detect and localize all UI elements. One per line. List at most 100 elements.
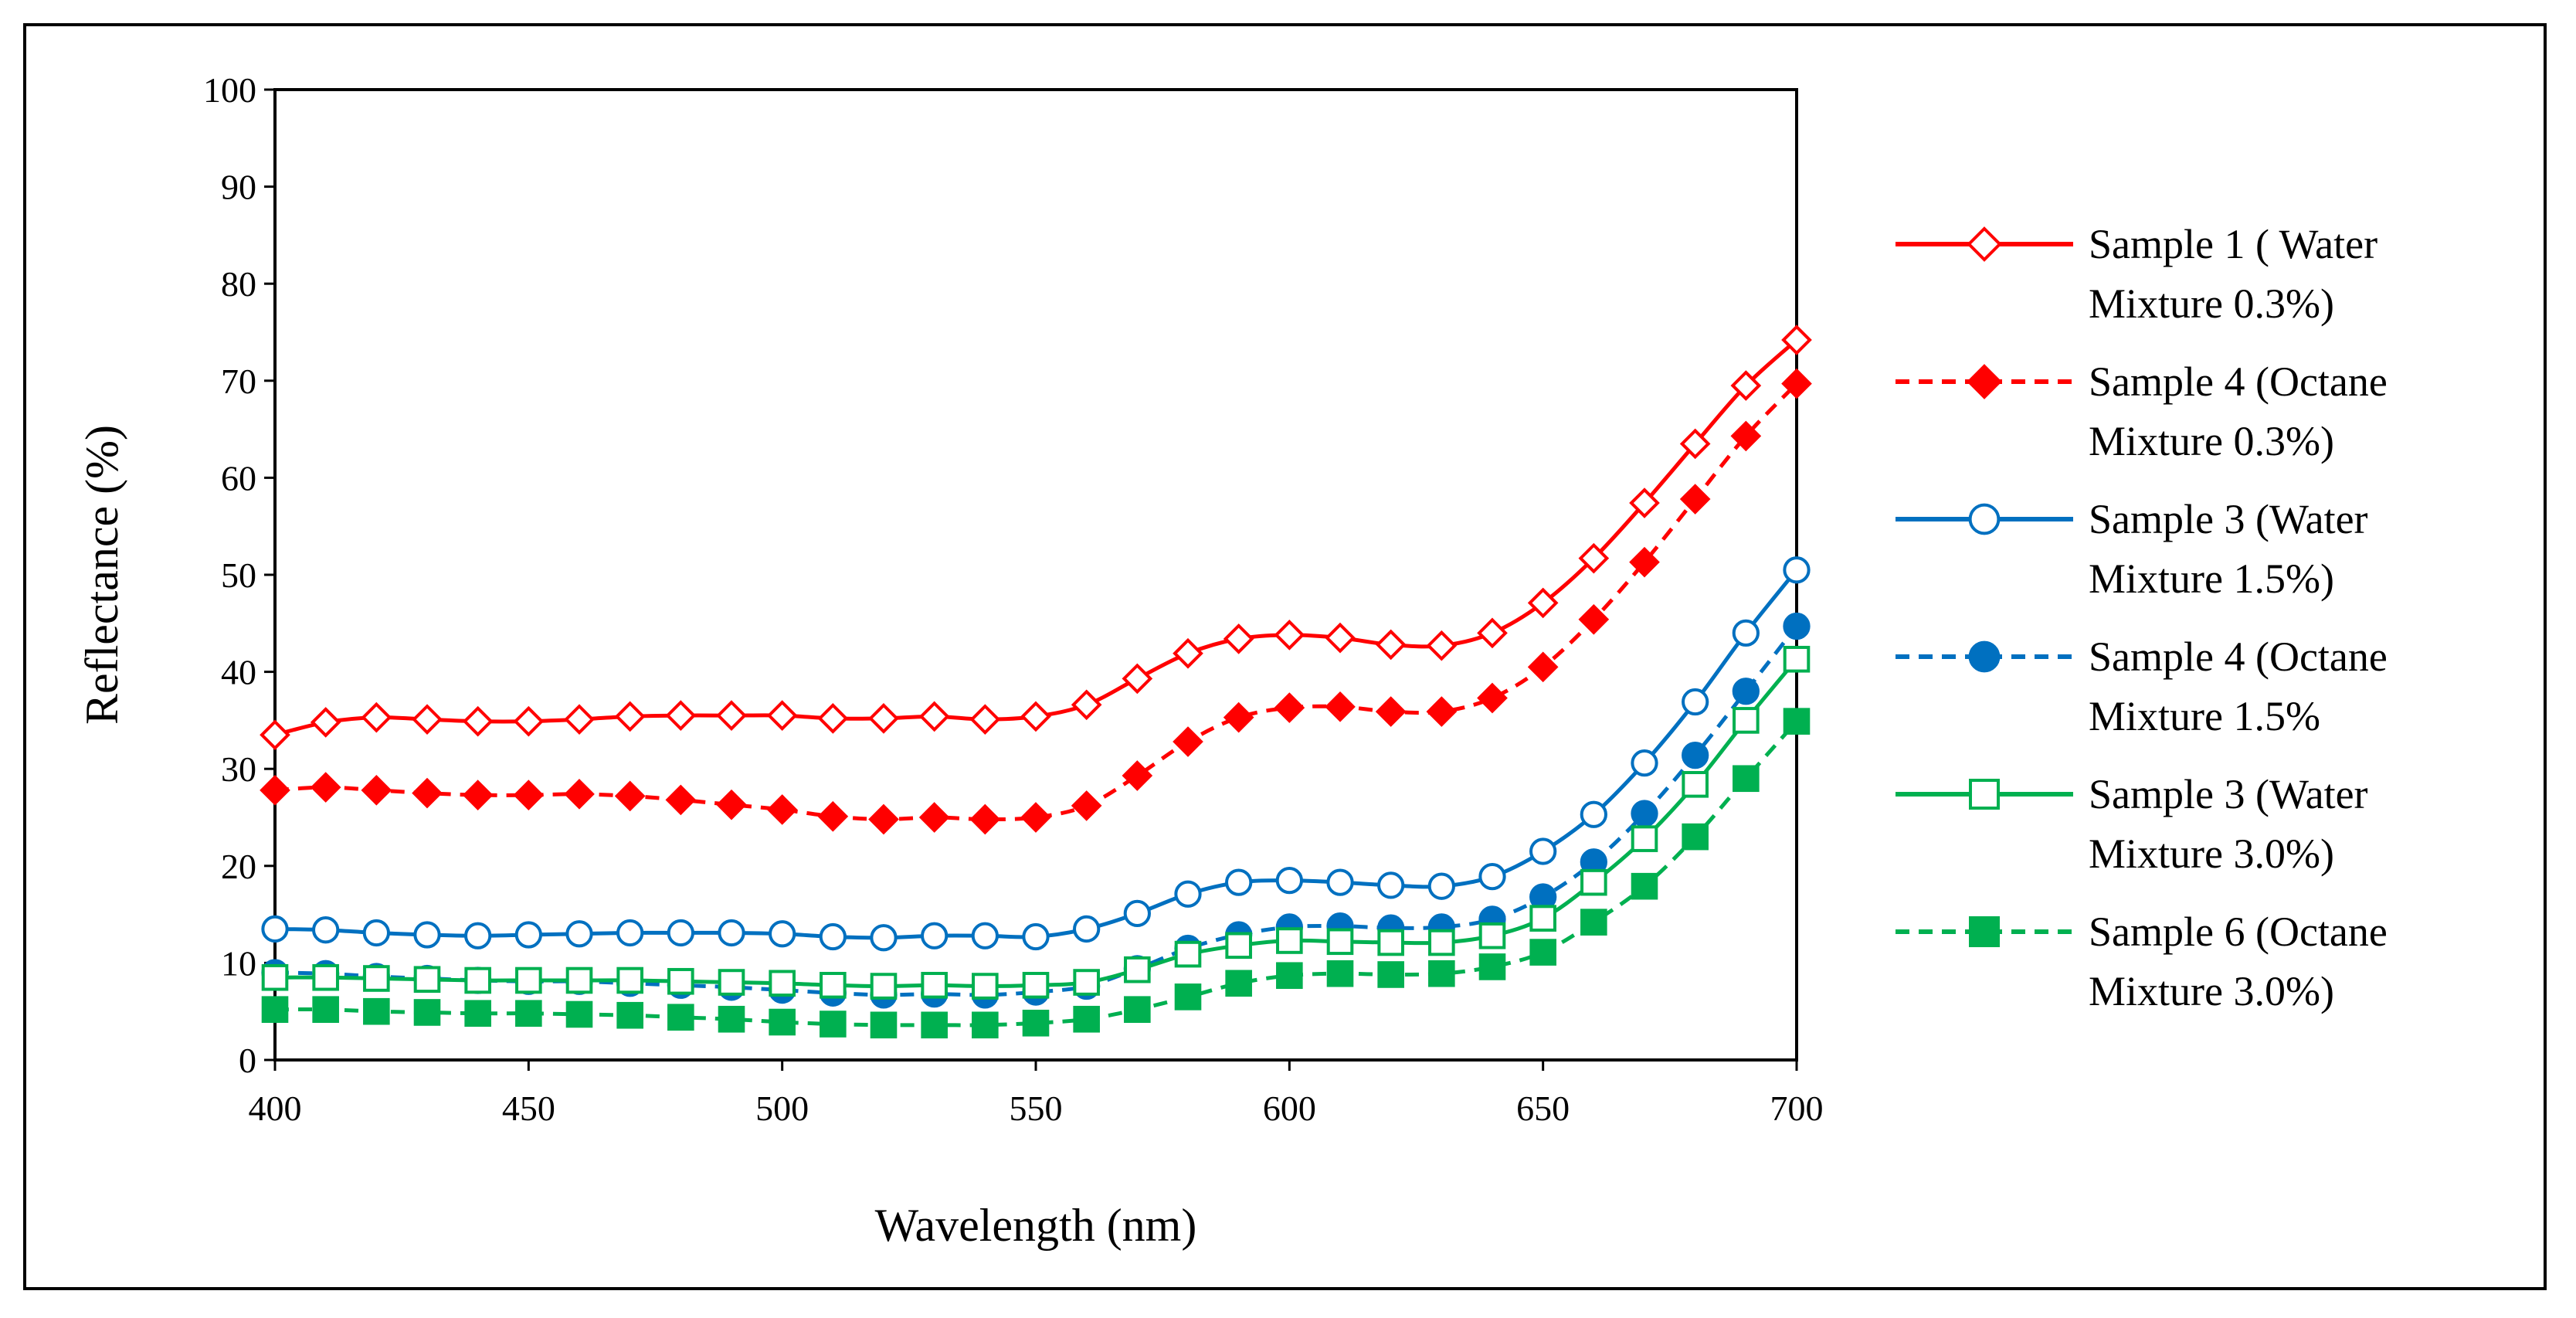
data-point	[1377, 961, 1404, 988]
data-point	[1375, 629, 1407, 661]
x-tick-label: 700	[1770, 1089, 1824, 1128]
plot-area	[273, 88, 1798, 1062]
data-point	[1631, 872, 1658, 900]
data-point	[1428, 960, 1455, 987]
data-point	[1174, 983, 1202, 1011]
y-tick-label: 70	[221, 362, 256, 401]
data-point	[462, 780, 494, 810]
data-point	[1276, 962, 1303, 990]
data-point	[1225, 970, 1252, 997]
data-point	[310, 707, 341, 738]
data-point	[1223, 623, 1254, 654]
series-5	[261, 645, 1811, 1000]
data-point	[1580, 909, 1607, 936]
data-point	[1730, 420, 1762, 452]
data-point	[1173, 637, 1203, 669]
data-point	[817, 800, 849, 832]
data-point	[362, 919, 390, 947]
y-tick-label: 10	[221, 943, 256, 983]
legend-label: Mixture 0.3%)	[2089, 280, 2334, 327]
data-point	[1783, 645, 1811, 673]
data-point	[969, 803, 1001, 835]
data-point	[1071, 790, 1102, 821]
data-point	[616, 919, 644, 947]
data-point	[1275, 867, 1303, 895]
y-tick-label: 90	[221, 168, 256, 207]
data-point	[616, 1001, 643, 1029]
data-point	[1022, 1009, 1050, 1037]
data-point	[363, 997, 390, 1025]
data-point	[1124, 956, 1151, 983]
series-2	[260, 368, 1812, 835]
data-point	[565, 920, 593, 948]
data-point	[1123, 899, 1151, 927]
data-point	[1783, 556, 1811, 584]
data-point	[819, 922, 847, 951]
y-tick-label: 80	[221, 264, 256, 304]
data-point	[1580, 868, 1607, 896]
data-point	[564, 779, 595, 810]
data-point	[1326, 928, 1354, 956]
data-point	[1225, 868, 1253, 896]
data-point	[1478, 953, 1506, 980]
data-point	[1968, 640, 2001, 673]
data-point	[1578, 603, 1610, 635]
data-point	[312, 916, 340, 944]
data-point	[1529, 905, 1556, 932]
data-point	[667, 967, 694, 995]
data-point	[261, 915, 289, 943]
data-point	[1427, 872, 1455, 900]
x-tick-label: 500	[755, 1089, 809, 1128]
data-point	[1969, 779, 2000, 810]
legend-label: Sample 4 (Octane	[2089, 634, 2388, 680]
data-point	[1274, 620, 1305, 651]
data-point	[918, 701, 950, 732]
data-point	[261, 963, 289, 991]
y-tick-label: 100	[203, 70, 256, 110]
data-point	[1022, 922, 1050, 951]
series-line	[274, 382, 1798, 822]
data-point	[868, 803, 899, 835]
data-point	[1529, 837, 1557, 865]
legend: Sample 1 ( Water Mixture 0.3%) Sample 4 (O…	[1896, 221, 2388, 1014]
data-point	[515, 966, 542, 994]
data-point	[413, 921, 441, 949]
data-point	[261, 996, 289, 1023]
data-point	[1073, 969, 1100, 996]
data-point	[1679, 484, 1711, 515]
data-point	[716, 789, 747, 820]
data-point	[1478, 862, 1506, 891]
data-point	[667, 1004, 694, 1031]
figure-frame: 0 10 20 30 40 50 60 70 80 90 100 400 450 500 550 600 65…	[23, 23, 2547, 1290]
y-tick-label: 20	[221, 847, 256, 886]
data-point	[1426, 630, 1458, 661]
data-point	[363, 965, 390, 992]
data-point	[868, 703, 899, 734]
y-tick-label: 30	[221, 749, 256, 789]
data-point	[1124, 996, 1151, 1023]
legend-label: Sample 4 (Octane	[2089, 358, 2388, 405]
data-point	[1682, 688, 1709, 716]
data-point	[921, 922, 949, 949]
data-point	[1631, 749, 1658, 777]
x-tick-label: 600	[1263, 1089, 1316, 1128]
data-point	[1225, 932, 1252, 960]
data-point	[1967, 364, 2002, 399]
data-point	[1781, 368, 1812, 399]
data-point	[1276, 927, 1303, 954]
data-point	[513, 705, 545, 737]
data-point	[412, 777, 443, 809]
data-point	[1073, 915, 1101, 943]
data-point	[1967, 226, 2002, 262]
data-point	[1969, 916, 2000, 947]
data-point	[1733, 765, 1760, 793]
legend-label: Sample 1 ( Water	[2089, 221, 2377, 267]
data-point	[921, 1011, 948, 1039]
data-point	[565, 966, 593, 994]
legend-entry-6: Sample 6 (Octane Mixture 3.0%)	[1896, 909, 2388, 1014]
x-tick-label: 550	[1010, 1089, 1063, 1128]
series-3	[261, 556, 1811, 952]
data-point	[1477, 682, 1508, 714]
data-point	[1732, 678, 1760, 705]
data-point	[1527, 651, 1559, 683]
